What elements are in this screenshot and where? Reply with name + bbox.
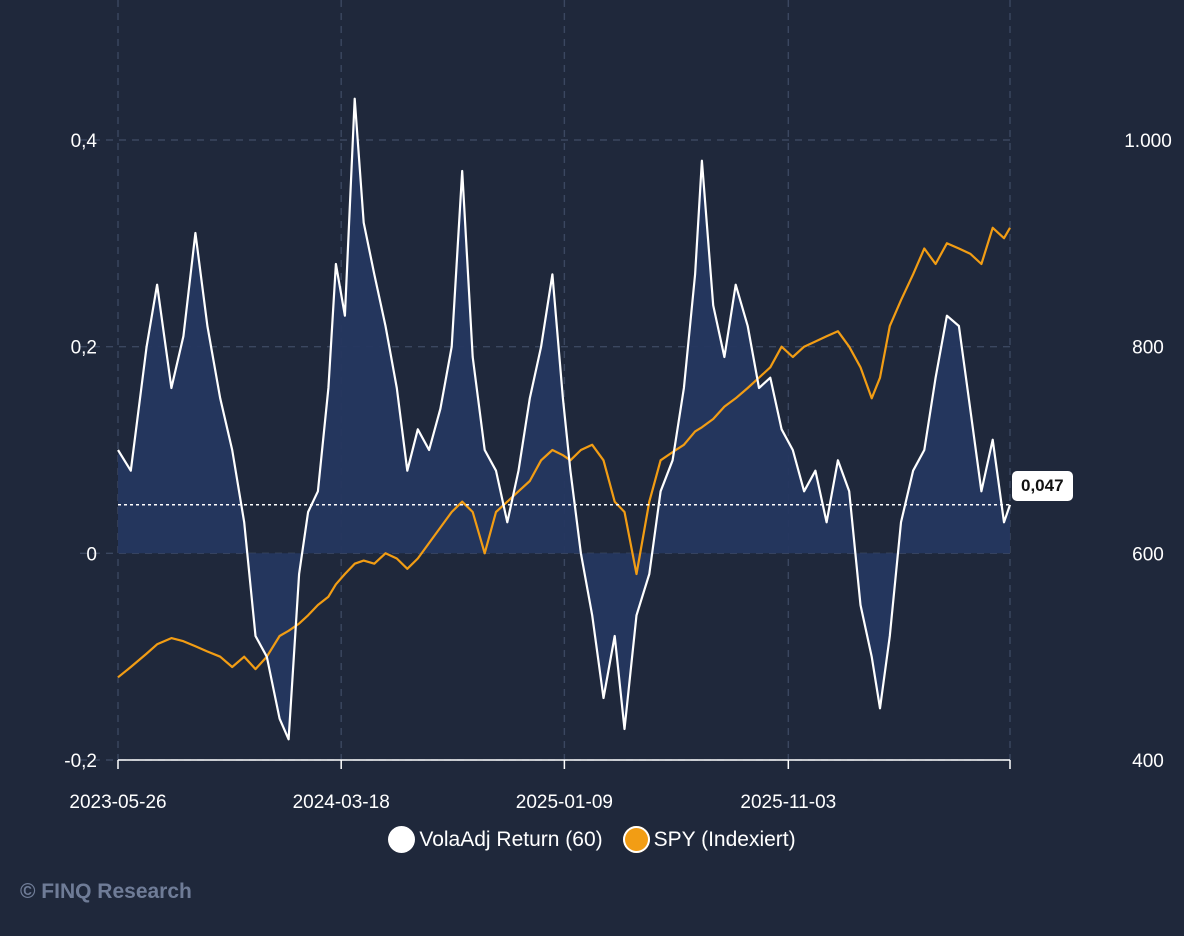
x-tick-label: 2025-01-09: [516, 792, 613, 813]
x-tick-label: 2023-05-26: [69, 792, 166, 813]
legend-label-spy: SPY (Indexiert): [653, 827, 796, 851]
y-left-tick-label: 0,2: [71, 338, 97, 359]
y-right-tick-label: 800: [1132, 338, 1164, 359]
y-right-tick-label: 600: [1132, 544, 1164, 565]
spy-line: [117, 226, 1011, 679]
y-left-tick-label: 0: [86, 544, 97, 565]
legend-swatch-spy: [622, 826, 650, 853]
legend-swatch-volaadj: [388, 826, 416, 853]
x-tick-label: 2025-11-03: [740, 792, 836, 813]
y-right-tick-label: 400: [1132, 751, 1164, 772]
legend: VolaAdj Return (60) SPY (Indexiert): [0, 826, 1184, 853]
legend-item-spy[interactable]: SPY (Indexiert): [622, 826, 796, 853]
y-left-tick-label: -0,2: [64, 751, 97, 772]
y-left-tick-label: 0,4: [71, 131, 98, 152]
x-tick-label: 2024-03-18: [293, 792, 390, 813]
last-value-badge: 0,047: [1012, 471, 1073, 501]
y-right-tick-label: 1.000: [1124, 131, 1172, 152]
legend-item-volaadj[interactable]: VolaAdj Return (60): [388, 826, 603, 853]
volaadj-line: [117, 97, 1012, 741]
series-layer: [117, 97, 1012, 741]
axes: 0,4 1.000 0,2 800 0 600 -0,2 400 2023-05-26 2024-…: [64, 131, 1172, 813]
legend-label-volaadj: VolaAdj Return (60): [419, 827, 603, 851]
watermark: © FINQ Research: [20, 880, 192, 903]
